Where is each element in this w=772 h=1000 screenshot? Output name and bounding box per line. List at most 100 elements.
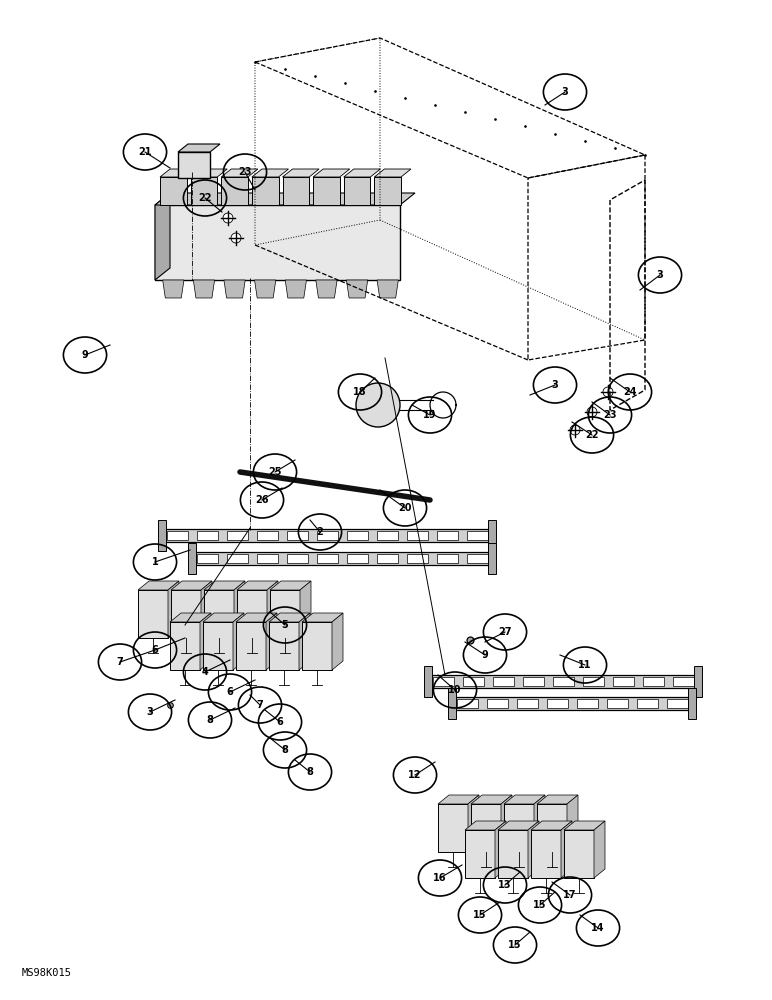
Text: 27: 27: [498, 627, 512, 637]
Text: 23: 23: [239, 167, 252, 177]
Polygon shape: [436, 531, 458, 540]
Polygon shape: [407, 554, 428, 563]
Polygon shape: [516, 699, 537, 708]
Text: 26: 26: [256, 495, 269, 505]
Text: 9: 9: [482, 650, 489, 660]
Polygon shape: [448, 688, 456, 719]
Polygon shape: [488, 543, 496, 574]
Polygon shape: [299, 613, 310, 670]
Text: 14: 14: [591, 923, 604, 933]
Text: 3: 3: [552, 380, 558, 390]
Polygon shape: [313, 169, 350, 177]
Polygon shape: [501, 795, 512, 852]
Polygon shape: [197, 531, 218, 540]
Polygon shape: [347, 554, 367, 563]
Polygon shape: [283, 177, 309, 205]
Polygon shape: [178, 152, 210, 178]
Circle shape: [223, 213, 233, 223]
Text: 15: 15: [508, 940, 522, 950]
Polygon shape: [531, 830, 561, 878]
Polygon shape: [495, 821, 506, 878]
Polygon shape: [607, 699, 628, 708]
Polygon shape: [471, 795, 512, 804]
Polygon shape: [283, 169, 319, 177]
Polygon shape: [694, 666, 702, 697]
Polygon shape: [168, 581, 179, 638]
Polygon shape: [432, 677, 453, 686]
Polygon shape: [255, 280, 276, 298]
Text: 13: 13: [498, 880, 512, 890]
Polygon shape: [267, 581, 278, 638]
Polygon shape: [534, 795, 545, 852]
Polygon shape: [203, 622, 233, 670]
Text: 10: 10: [449, 685, 462, 695]
Text: 24: 24: [623, 387, 637, 397]
Polygon shape: [286, 531, 307, 540]
Polygon shape: [666, 699, 688, 708]
Polygon shape: [636, 699, 658, 708]
Text: 7: 7: [117, 657, 124, 667]
Text: MS98K015: MS98K015: [22, 968, 72, 978]
Polygon shape: [252, 177, 279, 205]
Polygon shape: [222, 169, 258, 177]
Polygon shape: [201, 581, 212, 638]
Polygon shape: [377, 280, 398, 298]
Polygon shape: [192, 552, 492, 565]
Polygon shape: [456, 699, 478, 708]
Polygon shape: [222, 177, 248, 205]
Polygon shape: [170, 613, 211, 622]
Polygon shape: [504, 804, 534, 852]
Text: 23: 23: [603, 410, 617, 420]
Polygon shape: [688, 688, 696, 719]
Polygon shape: [191, 177, 217, 205]
Polygon shape: [266, 613, 277, 670]
Polygon shape: [498, 830, 528, 878]
Text: 4: 4: [201, 667, 208, 677]
Text: 15: 15: [473, 910, 487, 920]
Polygon shape: [163, 280, 184, 298]
Polygon shape: [537, 795, 578, 804]
Polygon shape: [285, 280, 306, 298]
Polygon shape: [528, 821, 539, 878]
Circle shape: [570, 425, 580, 435]
Polygon shape: [374, 177, 401, 205]
Text: 22: 22: [585, 430, 599, 440]
Polygon shape: [504, 795, 545, 804]
Polygon shape: [344, 177, 371, 205]
Polygon shape: [158, 520, 166, 551]
Polygon shape: [204, 590, 234, 638]
Polygon shape: [160, 169, 197, 177]
Text: 8: 8: [306, 767, 313, 777]
Polygon shape: [256, 554, 277, 563]
Polygon shape: [377, 554, 398, 563]
Text: 7: 7: [256, 700, 263, 710]
Polygon shape: [583, 677, 604, 686]
Circle shape: [356, 383, 400, 427]
Polygon shape: [160, 177, 187, 205]
Polygon shape: [612, 677, 634, 686]
Text: 19: 19: [423, 410, 437, 420]
Polygon shape: [226, 531, 248, 540]
Polygon shape: [178, 144, 220, 152]
Polygon shape: [488, 520, 496, 551]
Polygon shape: [313, 177, 340, 205]
Polygon shape: [188, 543, 196, 574]
Polygon shape: [300, 581, 311, 638]
Polygon shape: [547, 699, 567, 708]
Polygon shape: [493, 677, 513, 686]
Polygon shape: [537, 804, 567, 852]
Polygon shape: [197, 554, 218, 563]
Polygon shape: [466, 554, 487, 563]
Circle shape: [587, 407, 597, 417]
Polygon shape: [462, 677, 483, 686]
Text: 5: 5: [282, 620, 289, 630]
Text: 6: 6: [227, 687, 233, 697]
Polygon shape: [594, 821, 605, 878]
Polygon shape: [200, 613, 211, 670]
Polygon shape: [407, 531, 428, 540]
Polygon shape: [374, 169, 411, 177]
Polygon shape: [332, 613, 343, 670]
Polygon shape: [317, 554, 337, 563]
Text: 1: 1: [151, 557, 158, 567]
Polygon shape: [523, 677, 543, 686]
